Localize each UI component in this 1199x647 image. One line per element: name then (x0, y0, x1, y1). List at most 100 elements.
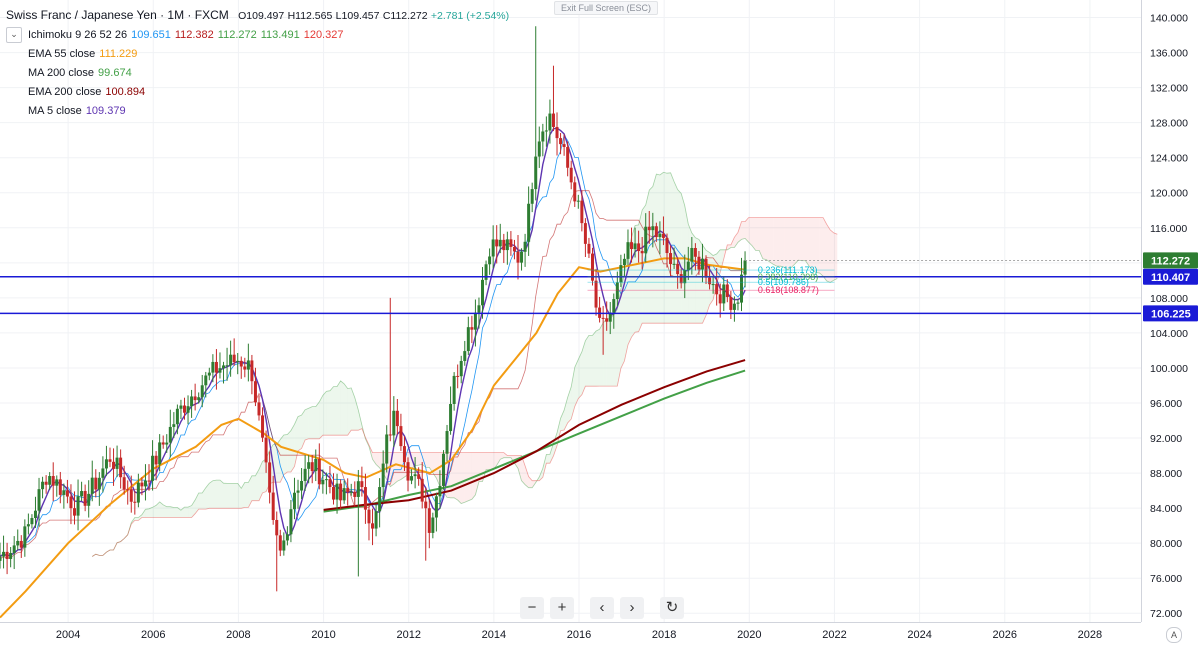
exit-fullscreen-button[interactable]: Exit Full Screen (ESC) (554, 1, 659, 15)
candle-body (481, 279, 485, 306)
candle-body (573, 182, 577, 202)
candle-body (378, 487, 382, 512)
cloud-segment (627, 237, 632, 345)
indicator-label: MA 5 close (28, 105, 82, 117)
y-tick-label: 116.000 (1150, 223, 1187, 235)
indicator-row[interactable]: ⌄ Ichimoku 9 26 52 26 109.651 112.382 112.27… (6, 26, 509, 45)
cloud-segment (581, 340, 586, 395)
auto-scale-button[interactable]: A (1166, 627, 1182, 643)
cloud-segment (645, 190, 650, 324)
indicator-row[interactable]: MA 200 close 99.674 (6, 64, 509, 83)
candle-body (477, 305, 481, 313)
cloud-segment (454, 452, 458, 501)
candle-body (388, 434, 392, 436)
cloud-segment (248, 475, 252, 508)
candle-body (292, 492, 296, 510)
candle-body (637, 243, 641, 252)
candle-body (740, 274, 744, 303)
cloud-segment (727, 244, 731, 250)
candle-body (285, 534, 289, 541)
price-label-text: 106.225 (1151, 308, 1191, 320)
scroll-right-button[interactable]: › (620, 597, 644, 619)
cloud-segment (812, 217, 817, 273)
candle-body (647, 226, 651, 231)
candle-body (651, 226, 655, 231)
zoom-in-button[interactable]: + (550, 597, 574, 619)
candle-body (69, 496, 73, 509)
symbol-header: Swiss Franc / Japanese Yen · 1M · FXCM O… (6, 6, 509, 26)
candle-body (115, 457, 119, 469)
candle-body (676, 263, 680, 275)
cloud-segment (585, 335, 589, 387)
cloud-segment (372, 452, 377, 465)
cloud-segment (698, 239, 703, 324)
candle-body (271, 492, 275, 520)
indicator-row[interactable]: EMA 55 close 111.229 (6, 45, 509, 64)
cloud-segment (209, 480, 213, 509)
candle-body (73, 508, 77, 516)
zoom-out-button[interactable]: − (520, 597, 544, 619)
candle-body (296, 490, 300, 493)
cloud-segment (230, 483, 235, 509)
cloud-segment (762, 217, 767, 260)
symbol-title[interactable]: Swiss Franc / Japanese Yen · 1M · FXCM (6, 8, 229, 22)
candle-body (463, 351, 467, 361)
cloud-segment (191, 500, 196, 518)
candle-body (33, 510, 37, 519)
cloud-segment (308, 406, 313, 439)
candle-body (640, 251, 644, 254)
cloud-segment (468, 452, 472, 501)
cloud-segment (457, 452, 462, 504)
cloud-segment (656, 174, 660, 324)
candle-body (743, 260, 747, 275)
candle-body (55, 479, 59, 486)
candle-body (122, 477, 126, 490)
y-tick-label: 108.000 (1150, 293, 1188, 305)
indicator-row[interactable]: EMA 200 close 100.894 (6, 83, 509, 102)
candle-body (282, 540, 286, 551)
candle-body (537, 141, 541, 157)
candle-body (200, 385, 204, 398)
price-label-text: 112.272 (1151, 255, 1190, 267)
y-tick-label: 76.000 (1150, 573, 1182, 585)
collapse-chevron-icon[interactable]: ⌄ (6, 27, 22, 44)
cloud-segment (702, 245, 707, 324)
candle-body (559, 138, 563, 145)
candle-body (335, 483, 339, 500)
candle-body (729, 297, 733, 310)
candle-body (190, 396, 194, 407)
cloud-segment (173, 507, 178, 518)
cloud-segment (127, 522, 132, 535)
candle-body (725, 284, 729, 298)
candle-body (307, 462, 311, 469)
scroll-left-button[interactable]: ‹ (590, 597, 614, 619)
cloud-segment (237, 483, 242, 509)
candle-body (438, 485, 442, 497)
candle-body (566, 146, 570, 168)
cloud-segment (776, 217, 781, 267)
reset-chart-button[interactable]: ↻ (660, 597, 684, 619)
indicator-row[interactable]: MA 5 close 109.379 (6, 102, 509, 121)
candle-body (431, 517, 435, 533)
candle-body (314, 459, 318, 472)
candle-body (204, 375, 208, 386)
indicator-value: 120.327 (303, 29, 344, 41)
cloud-segment (503, 452, 508, 458)
candle-body (44, 481, 48, 485)
cloud-segment (496, 452, 501, 466)
candle-body (466, 327, 470, 352)
cloud-segment (475, 452, 479, 495)
cloud-segment (319, 395, 323, 439)
candle-body (654, 226, 658, 238)
cloud-segment (195, 493, 199, 514)
candle-body (317, 459, 321, 485)
candle-body (229, 354, 233, 366)
candle-body (133, 501, 137, 503)
cloud-segment (691, 232, 696, 324)
ohlc-close: C112.272 (382, 10, 428, 22)
cloud-segment (262, 458, 267, 493)
y-tick-label: 84.000 (1150, 503, 1182, 515)
candle-body (661, 233, 665, 238)
candle-body (48, 476, 52, 485)
